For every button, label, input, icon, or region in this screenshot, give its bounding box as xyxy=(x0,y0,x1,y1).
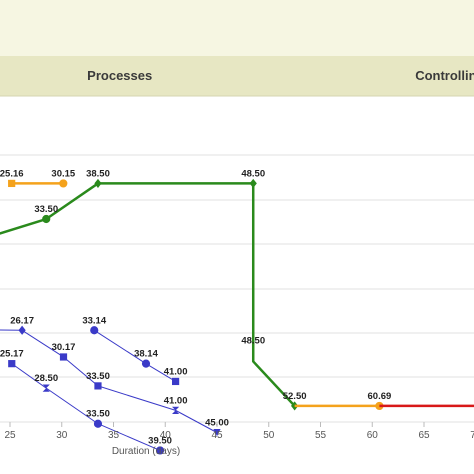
data-point xyxy=(213,429,221,437)
column-headers: te ActivitiesProcessesControlling xyxy=(87,68,474,83)
data-point xyxy=(94,178,102,189)
data-label: 41.00 xyxy=(164,366,188,377)
data-point xyxy=(42,384,50,392)
header-band-categories xyxy=(0,56,474,96)
data-label: 48.50 xyxy=(241,168,265,179)
data-point xyxy=(249,178,257,189)
series-line xyxy=(0,329,218,434)
column-header: Controlling xyxy=(415,68,474,83)
data-point xyxy=(8,360,16,368)
data-point xyxy=(8,179,16,188)
x-tick-label: 60 xyxy=(367,430,379,441)
data-point xyxy=(155,446,165,455)
data-point xyxy=(18,325,26,335)
data-point xyxy=(172,377,180,386)
x-axis-label: Duration (days) xyxy=(112,446,180,457)
data-label: 33.50 xyxy=(34,204,58,215)
data-point xyxy=(94,382,102,390)
series-line xyxy=(11,363,161,451)
header-band-top xyxy=(0,0,474,56)
data-label: 26.17 xyxy=(10,315,34,326)
data-point xyxy=(93,419,103,428)
data-label: 33.50 xyxy=(86,371,110,382)
x-tick-label: 35 xyxy=(108,430,120,441)
x-tick-label: 55 xyxy=(315,430,327,441)
data-label: 33.14 xyxy=(82,315,106,326)
x-tick-label: 50 xyxy=(263,430,275,441)
x-tick-label: 30 xyxy=(56,430,68,441)
data-label: 30.15 xyxy=(51,168,75,179)
data-label: 25.17 xyxy=(0,349,24,360)
data-label: 48.50 xyxy=(241,335,265,346)
data-label: 28.50 xyxy=(34,373,58,384)
data-label: 38.50 xyxy=(86,168,110,179)
data-point xyxy=(59,179,68,188)
data-label: 30.17 xyxy=(52,342,76,353)
x-tick-label: 25 xyxy=(4,430,16,441)
data-label: 60.69 xyxy=(368,391,392,402)
data-label: 33.50 xyxy=(86,409,110,420)
x-axis: 25 30 35 40 45 50 55 60 65 70 xyxy=(4,422,474,441)
data-point xyxy=(141,359,151,368)
data-point xyxy=(90,326,99,335)
data-labels: 28.50 33.50 38.50 48.50 52.50 25.16 30.15 60.69… xyxy=(0,168,391,446)
data-point xyxy=(42,214,51,224)
data-label: 39.50 xyxy=(148,435,172,446)
x-tick-label: 70 xyxy=(470,430,474,441)
x-tick-label: 40 xyxy=(160,430,172,441)
data-point xyxy=(59,353,68,361)
column-header: Processes xyxy=(87,68,152,83)
data-label: 41.00 xyxy=(164,395,188,406)
x-tick-label: 65 xyxy=(418,430,430,441)
series-group xyxy=(0,178,474,455)
grid-lines xyxy=(0,154,474,423)
data-label: 52.50 xyxy=(283,391,307,402)
x-tick-label: 45 xyxy=(211,430,223,441)
data-label: 38.14 xyxy=(134,349,158,360)
data-point xyxy=(172,406,180,414)
data-label: 25.16 xyxy=(0,168,24,179)
